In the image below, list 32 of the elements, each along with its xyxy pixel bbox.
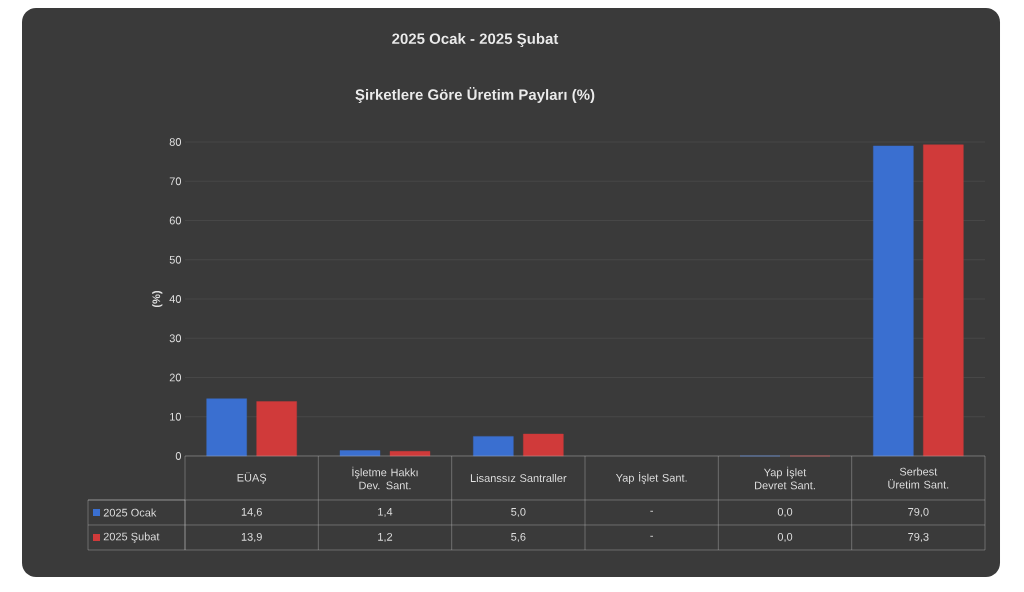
- y-tick-label: 30: [169, 334, 182, 343]
- data-label: 1,4: [378, 508, 393, 517]
- y-tick-label: 40: [169, 295, 182, 303]
- legend-label: 2025 Şubat: [103, 532, 160, 543]
- text: -: [650, 535, 654, 537]
- x-tick-label: İşletme Hakkı Dev. Sant.: [352, 466, 418, 490]
- y-tick-label: 60: [169, 216, 182, 225]
- x-tick-label: EÜAŞ: [237, 472, 267, 484]
- legend-label: 2025 Ocak: [103, 508, 157, 517]
- x-tick-label: Serbest Üretim Sant.: [888, 467, 949, 489]
- y-tick-label: 70: [169, 177, 182, 186]
- y-tick-label: 80: [169, 138, 182, 146]
- x-tick-label: Yap İşlet Devret Sant.: [755, 466, 815, 490]
- data-label: 5,6: [511, 532, 526, 543]
- y-tick-label: 50: [169, 255, 182, 264]
- text: -: [650, 510, 654, 512]
- y-tick-label: 10: [170, 412, 182, 421]
- data-label: 1,2: [378, 532, 393, 543]
- x-tick-label: Yap İşlet Sant.: [615, 472, 687, 484]
- y-tick-label: 0: [175, 452, 182, 460]
- x-tick-label: Lisanssız Santraller: [470, 473, 567, 483]
- data-label: 0,0: [777, 532, 793, 543]
- y-axis-title: (%): [152, 290, 163, 308]
- chart-title: 2025 Ocak - 2025 Şubat: [392, 33, 559, 47]
- data-label: 79,0: [908, 507, 929, 518]
- data-label: 13,9: [241, 532, 262, 543]
- chart-subtitle: Şirketlere Göre Üretim Payları (%): [355, 87, 595, 103]
- data-label: 14,6: [241, 507, 262, 518]
- y-tick-label: 20: [169, 373, 182, 382]
- data-label: 79,3: [908, 532, 929, 543]
- data-label: 5,0: [511, 507, 526, 518]
- data-label: 0,0: [777, 507, 793, 518]
